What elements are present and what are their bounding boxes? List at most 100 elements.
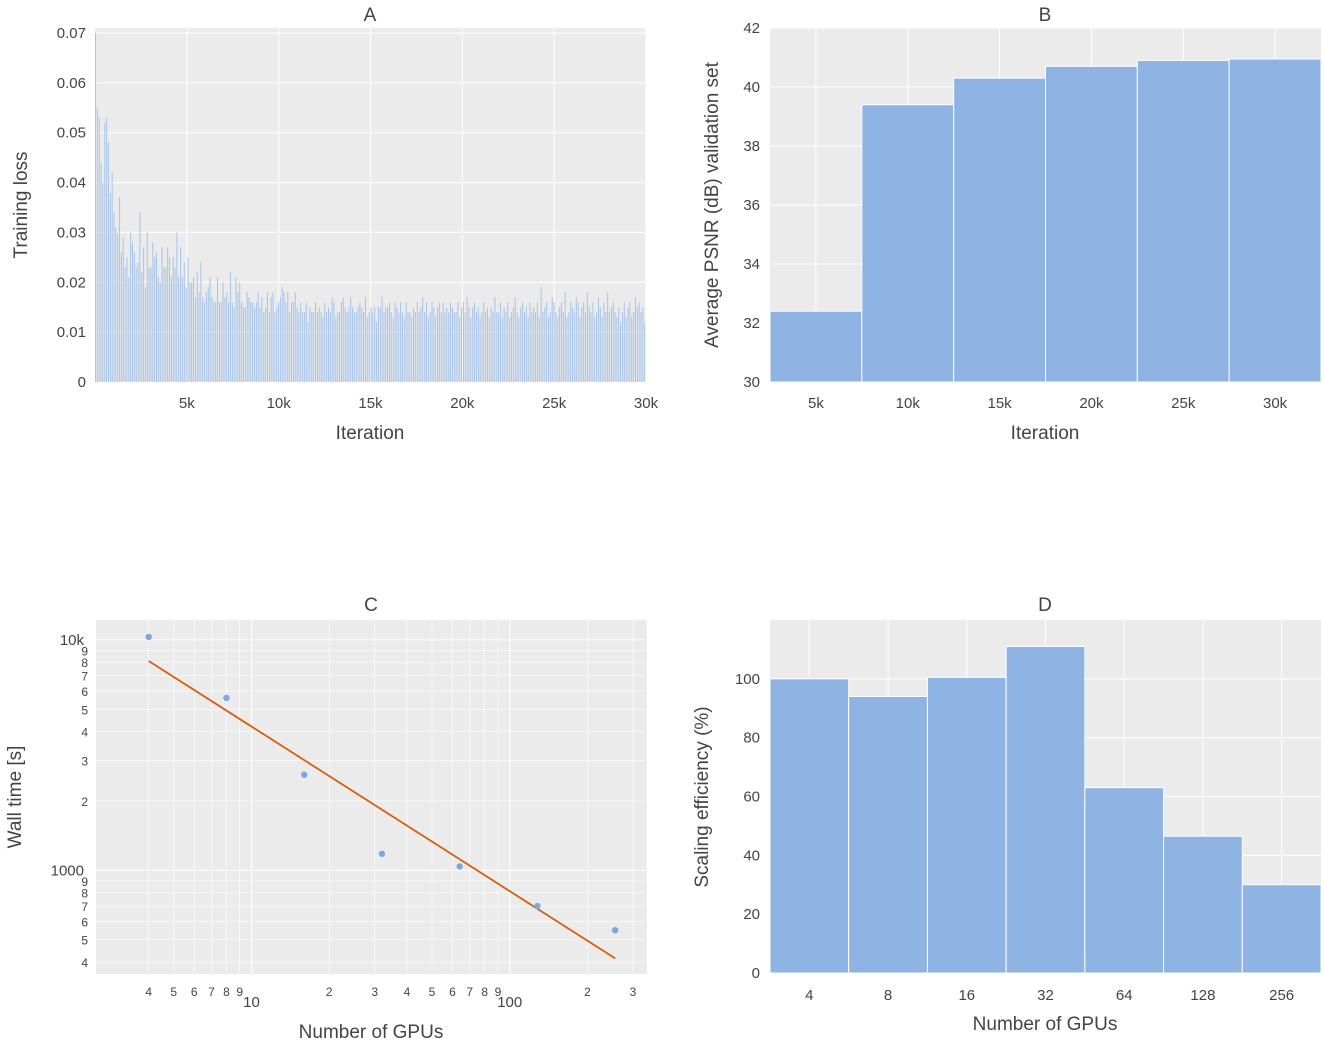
panel-a-loss-bar (597, 297, 599, 382)
panel-a-loss-bar (416, 302, 418, 382)
panel-b-y-tick-label: 38 (743, 138, 760, 155)
panel-b-x-tick-label: 25k (1171, 395, 1196, 412)
panel-a-loss-bar (130, 232, 132, 382)
panel-a-loss-bar (442, 302, 444, 382)
panel-b-y-tick-label: 40 (743, 79, 760, 96)
panel-a-loss-bar (562, 312, 564, 382)
panel-a-loss-bar (466, 297, 468, 382)
panel-a-loss-bar (337, 312, 339, 382)
panel-c-x-tick-label: 100 (497, 994, 522, 1011)
panel-a-loss-bar (505, 312, 507, 382)
panel-a-loss-bar (392, 317, 394, 382)
panel-a-loss-bar (573, 312, 575, 382)
panel-a-loss-bar (248, 297, 250, 382)
panel-a-loss-bar (612, 302, 614, 382)
panel-a-loss-bar (289, 312, 291, 382)
panel-a-loss-bar (549, 312, 551, 382)
panel-a-loss-bar (344, 307, 346, 382)
panel-a-loss-bar (536, 302, 538, 382)
panel-a-y-tick-label: 0.05 (57, 125, 86, 142)
panel-a-y-tick-label: 0.03 (57, 224, 86, 241)
panel-a-loss-bar (246, 292, 248, 382)
panel-a-loss-bar (634, 297, 636, 382)
panel-a-loss-bar (180, 247, 182, 382)
panel-d-bar (1084, 787, 1165, 974)
panel-a-loss-bar (640, 312, 642, 382)
panel-a-loss-bar (401, 312, 403, 382)
panel-a-loss-bar (120, 252, 122, 382)
panel-a-loss-bar (496, 312, 498, 382)
panel-a-loss-bar (303, 312, 305, 382)
panel-a-loss-bar (274, 312, 276, 382)
panel-a-loss-bar (109, 192, 111, 382)
panel-c-x-tick-label: 6 (449, 985, 456, 999)
panel-b-x-tick-label: 20k (1079, 395, 1104, 412)
panel-a-loss-bar (224, 297, 226, 382)
panel-c-x-tick-label: 2 (584, 985, 591, 999)
panel-d-y-tick-label: 80 (743, 730, 760, 747)
panel-a-loss-bar (239, 282, 241, 382)
panel-a-loss-bar (616, 317, 618, 382)
panel-a-loss-bar (570, 302, 572, 382)
panel-a-loss-bar (252, 302, 254, 382)
panel-a-x-tick-label: 30k (634, 395, 659, 412)
panel-a-loss-bar (119, 197, 121, 382)
panel-d-title: D (1038, 595, 1052, 616)
panel-a-loss-bar (368, 312, 370, 382)
panel-a-loss-bar (143, 247, 145, 382)
panel-a-loss-bar (263, 312, 265, 382)
panel-a-loss-bar (429, 312, 431, 382)
panel-a-loss-bar (107, 142, 109, 382)
panel-c-y-tick-label: 9 (81, 644, 88, 658)
panel-a-loss-bar (340, 302, 342, 382)
panel-c-x-tick-label: 3 (371, 985, 378, 999)
panel-a-loss-bar (353, 312, 355, 382)
panel-a-loss-bar (607, 292, 609, 382)
panel-a-x-tick-label: 15k (358, 395, 383, 412)
panel-a-loss-bar (270, 297, 272, 382)
panel-a-loss-bar (159, 282, 161, 382)
panel-a-loss-bar (535, 312, 537, 382)
panel-a-loss-bar (326, 312, 328, 382)
panel-d-x-tick-label: 16 (958, 987, 975, 1004)
panel-a-loss-bar (192, 277, 195, 382)
panel-c-ylabel: Wall time [s] (5, 746, 26, 849)
panel-a-loss-bar (95, 32, 97, 383)
panel-a-loss-bar (420, 307, 422, 382)
panel-a-loss-bar (560, 302, 562, 382)
panel-a-loss-bar (411, 317, 413, 382)
panel-a-loss-bar (518, 317, 520, 382)
panel-c-y-tick-label: 6 (81, 685, 88, 699)
panel-a-loss-bar (631, 317, 633, 382)
panel-a-loss-bar (172, 257, 174, 382)
panel-a-loss-bar (189, 282, 191, 382)
panel-a-loss-bar (316, 312, 318, 382)
panel-a-loss-bar (472, 307, 474, 382)
panel-a-loss-bar (156, 252, 158, 382)
panel-a-loss-bar (620, 322, 622, 382)
panel-a-loss-bar (568, 312, 570, 382)
panel-a-loss-bar (579, 317, 581, 382)
panel-a-loss-bar (135, 267, 137, 382)
panel-a-loss-bar (477, 307, 479, 382)
panel-a-y-tick-label: 0.01 (57, 324, 86, 341)
panel-a-loss-bar (398, 312, 400, 382)
panel-a-loss-bar (592, 302, 594, 382)
panel-a-loss-bar (283, 292, 285, 382)
panel-a-loss-bar (287, 292, 289, 382)
panel-b-x-tick-label: 10k (896, 395, 921, 412)
panel-d-y-tick-label: 100 (735, 671, 760, 688)
panel-a-loss-bar (548, 317, 550, 382)
panel-a-loss-bar (614, 312, 616, 382)
panel-a-loss-bar (572, 307, 574, 382)
panel-a-loss-bar (146, 232, 148, 382)
panel-a-loss-bar (98, 117, 100, 383)
panel-a-loss-bar (461, 307, 463, 382)
panel-a-loss-bar (285, 302, 287, 382)
panel-a-loss-bar (503, 307, 505, 382)
panel-a-loss-bar (618, 307, 620, 382)
panel-c-title: C (364, 595, 378, 616)
panel-d-bar (769, 678, 850, 974)
panel-a-loss-bar (583, 302, 585, 382)
